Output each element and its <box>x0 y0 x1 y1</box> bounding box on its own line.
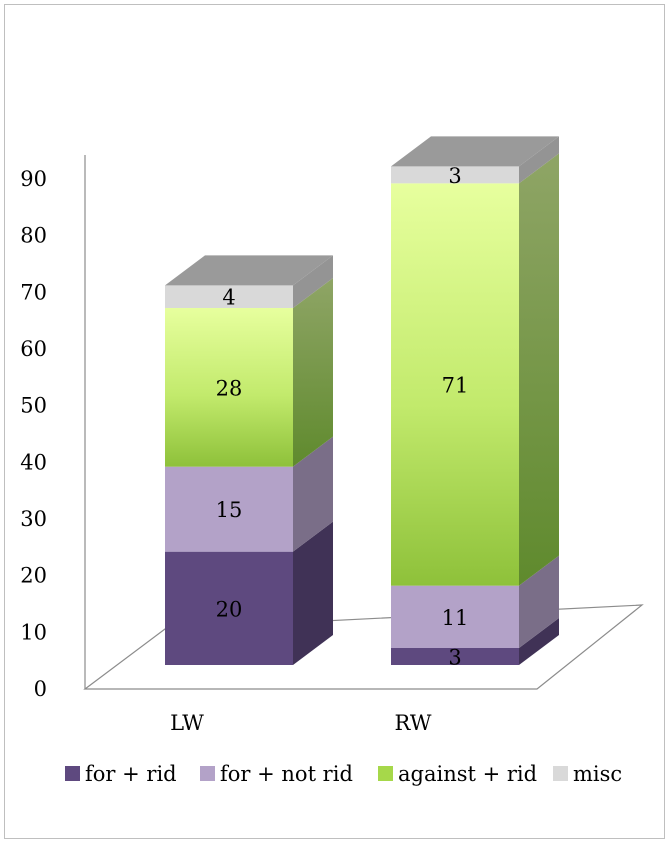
bar-top-cap <box>165 255 333 286</box>
bar-segment-side <box>519 618 559 665</box>
bar-top-cap <box>391 136 559 167</box>
legend-item: for + not rid <box>200 762 353 786</box>
y-tick-label: 50 <box>20 394 47 418</box>
x-category-label: RW <box>395 711 432 735</box>
bar-segment-front <box>391 585 519 648</box>
bar-segment-side <box>293 278 333 467</box>
y-tick-label: 90 <box>20 167 47 191</box>
y-tick-label: 30 <box>20 507 47 531</box>
data-label: 28 <box>216 376 243 400</box>
bar-segment-side <box>519 555 559 648</box>
bar-segment-front <box>165 551 293 665</box>
data-label: 4 <box>222 286 235 310</box>
legend-item: for + rid <box>65 762 177 786</box>
legend-item: against + rid <box>378 762 537 786</box>
data-label: 20 <box>216 597 243 621</box>
data-label: 11 <box>442 606 469 630</box>
legend-label: against + rid <box>398 762 537 786</box>
x-category-label: LW <box>170 711 204 735</box>
bar-segment-side <box>519 136 559 184</box>
bar-segment-front <box>165 285 293 308</box>
bar-segment-front <box>391 648 519 665</box>
bar-segment-side <box>519 153 559 586</box>
bar-segment-side <box>293 255 333 308</box>
legend-swatch <box>65 766 80 781</box>
y-tick-label: 70 <box>20 280 47 304</box>
legend-swatch <box>200 766 215 781</box>
data-label: 3 <box>448 646 461 670</box>
bar-segment-side <box>293 521 333 665</box>
y-tick-label: 40 <box>20 450 47 474</box>
chart-frame: 0 10 20 30 40 50 60 70 80 90 20 15 28 4 3 11 71 3 LW RW fo… <box>4 4 665 839</box>
data-label: 3 <box>448 164 461 188</box>
bar-segment-front <box>391 166 519 184</box>
bar-segment-front <box>391 183 519 586</box>
legend-item: misc <box>553 762 622 786</box>
data-label: 15 <box>216 498 243 522</box>
y-tick-label: 60 <box>20 337 47 361</box>
legend-label: for + not rid <box>220 762 353 786</box>
y-tick-label: 20 <box>20 564 47 588</box>
legend-swatch <box>378 766 393 781</box>
y-tick-label: 0 <box>34 677 47 701</box>
legend-label: for + rid <box>85 762 177 786</box>
legend-swatch <box>553 766 568 781</box>
data-label: 71 <box>442 374 469 398</box>
y-tick-label: 80 <box>20 224 47 248</box>
stacked-bar-chart-3d: 0 10 20 30 40 50 60 70 80 90 20 15 28 4 3 11 71 3 LW RW fo… <box>20 136 644 786</box>
bar-segment-front <box>165 308 293 467</box>
legend-label: misc <box>573 762 622 786</box>
bar-segment-front <box>165 466 293 552</box>
bar-segment-side <box>293 436 333 552</box>
y-tick-label: 10 <box>20 620 47 644</box>
